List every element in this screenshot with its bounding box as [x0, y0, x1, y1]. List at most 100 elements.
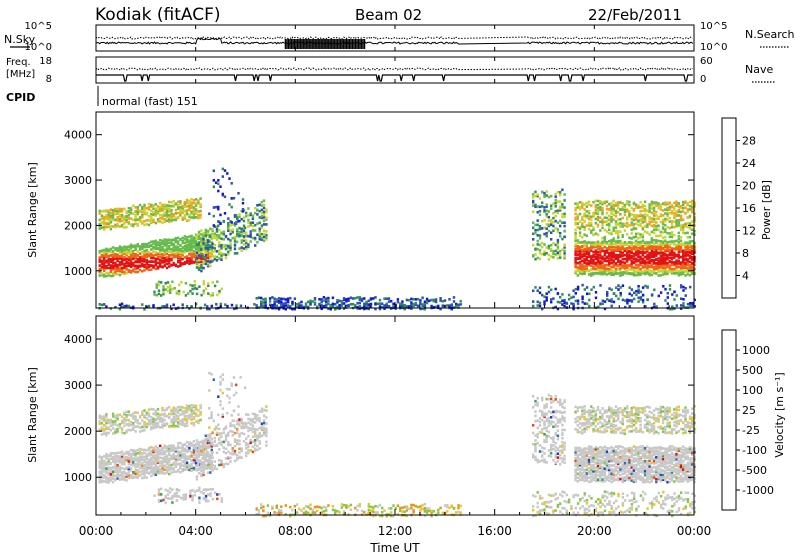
- power-cell: [538, 234, 542, 237]
- power-cell: [98, 227, 101, 230]
- power-cell: [587, 210, 591, 213]
- power-cell: [686, 222, 689, 225]
- velocity-cell: [127, 460, 130, 463]
- power-cell: [576, 241, 579, 245]
- velocity-cell: [177, 415, 180, 418]
- power-cell: [423, 304, 427, 307]
- power-cell: [143, 255, 146, 259]
- velocity-cell: [129, 420, 133, 424]
- velocity-cell: [172, 425, 175, 428]
- velocity-cell: [127, 453, 130, 457]
- velocity-cell: [103, 462, 106, 465]
- power-cell: [652, 217, 656, 221]
- power-cell: [342, 302, 346, 305]
- power-cell: [118, 257, 122, 260]
- power-cell: [162, 288, 165, 291]
- power-cell: [561, 303, 564, 306]
- power-cell: [195, 234, 199, 238]
- power-cell: [608, 262, 611, 265]
- power-cell: [655, 266, 658, 270]
- velocity-cell: [103, 465, 106, 468]
- power-cell: [668, 243, 671, 247]
- velocity-cell: [185, 450, 189, 454]
- power-cell: [664, 299, 667, 302]
- power-cell: [632, 260, 636, 264]
- power-cell: [693, 298, 696, 302]
- velocity-cell: [247, 417, 250, 421]
- power-cell: [396, 300, 400, 304]
- power-cell: [103, 303, 106, 306]
- power-cell: [132, 250, 135, 253]
- power-cell: [648, 251, 651, 255]
- power-cell: [439, 299, 442, 302]
- power-cell: [132, 212, 135, 216]
- power-cell: [223, 195, 227, 199]
- power-cell: [666, 296, 669, 299]
- power-cell: [605, 216, 609, 220]
- velocity-cell: [147, 454, 151, 457]
- velocity-cell: [105, 413, 108, 416]
- power-cell: [147, 265, 151, 269]
- velocity-cell: [120, 453, 124, 457]
- velocity-cell: [242, 432, 246, 436]
- power-cell: [621, 266, 624, 269]
- power-cell: [673, 255, 676, 259]
- power-cell: [594, 199, 597, 203]
- velocity-cell: [203, 452, 207, 455]
- power-cell: [163, 217, 166, 221]
- power-cell: [610, 208, 613, 212]
- power-cell: [626, 256, 629, 259]
- power-cell: [621, 242, 624, 245]
- power-cell: [552, 256, 555, 259]
- power-cell: [155, 285, 158, 288]
- power-cell: [646, 298, 649, 301]
- velocity-cell: [154, 411, 157, 415]
- power-cell: [291, 300, 294, 304]
- power-cell: [688, 200, 692, 204]
- velocity-cell: [141, 419, 144, 422]
- power-cell: [601, 211, 604, 214]
- power-cell: [155, 293, 158, 297]
- power-cell: [679, 247, 683, 251]
- velocity-cell: [157, 498, 161, 502]
- velocity-cell: [209, 471, 212, 474]
- power-cell: [603, 228, 606, 232]
- power-cell: [677, 231, 680, 235]
- power-cell: [639, 250, 642, 254]
- power-cell: [646, 209, 649, 212]
- power-cell: [664, 223, 667, 227]
- power-cell: [367, 299, 370, 303]
- noise-left-tick-top: 10^5: [25, 21, 52, 32]
- velocity-cell: [107, 477, 110, 480]
- power-cell: [603, 249, 606, 253]
- power-cell: [213, 232, 216, 235]
- power-cell: [129, 271, 133, 274]
- power-cell: [118, 213, 122, 217]
- velocity-cell: [114, 457, 117, 460]
- power-cell: [668, 253, 671, 256]
- velocity-cell: [200, 469, 203, 473]
- velocity-cell: [147, 467, 151, 470]
- power-cell: [127, 220, 130, 224]
- velocity-cell: [251, 427, 255, 430]
- power-cell: [163, 243, 166, 246]
- velocity-cell: [247, 429, 250, 432]
- power-cell: [421, 307, 424, 311]
- power-cell: [673, 216, 676, 219]
- velocity-cell: [249, 423, 252, 426]
- power-cell: [255, 297, 258, 300]
- velocity-cell: [143, 409, 146, 412]
- velocity-cell: [174, 419, 178, 423]
- velocity-cell: [218, 432, 221, 435]
- velocity-cell: [147, 412, 151, 415]
- power-cell: [209, 235, 212, 238]
- power-cell: [134, 206, 137, 209]
- power-cell: [534, 190, 537, 194]
- power-cell: [147, 205, 151, 209]
- velocity-cell: [172, 421, 175, 424]
- velocity-cell: [188, 408, 191, 411]
- velocity-cell: [224, 451, 228, 455]
- power-cell: [554, 210, 557, 213]
- power-cell: [170, 216, 173, 220]
- power-cell: [581, 236, 584, 239]
